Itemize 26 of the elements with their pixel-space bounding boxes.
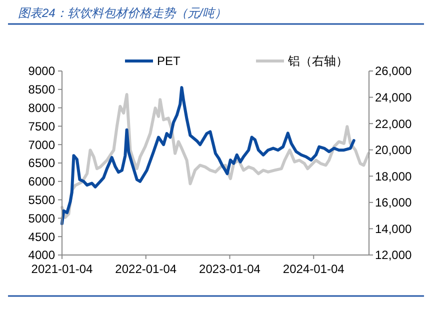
y2-tick-label: 18,000	[375, 169, 412, 184]
y2-tick-label: 26,000	[375, 64, 412, 78]
y2-tick-label: 14,000	[375, 222, 412, 236]
y-tick-label: 4000	[28, 248, 56, 262]
y-tick-label: 4500	[28, 230, 56, 244]
y-tick-label: 6000	[28, 174, 56, 189]
y2-tick-label: 22,000	[375, 116, 412, 131]
y-tick-label: 8000	[28, 101, 56, 115]
y2-tick-label: 20,000	[375, 143, 412, 158]
y-tick-label: 5000	[28, 211, 56, 226]
legend-label: 铝（右轴）	[287, 54, 348, 68]
y2-tick-label: 24,000	[375, 90, 412, 104]
y-tick-label: 6500	[28, 156, 56, 170]
y-tick-label: 7000	[28, 138, 56, 152]
legend-label: PET	[157, 54, 182, 68]
x-tick-label: 2021-01-04	[31, 262, 94, 276]
x-tick-label: 2024-01-04	[282, 262, 345, 276]
y-tick-label: 7500	[28, 119, 56, 134]
y2-tick-label: 16,000	[375, 196, 412, 210]
y-tick-label: 9000	[28, 64, 56, 78]
y2-tick-label: 12,000	[375, 248, 412, 262]
x-tick-label: 2023-01-04	[199, 262, 261, 276]
y-tick-label: 8500	[28, 82, 56, 97]
chart-title: 图表24：软饮料包材价格走势（元/吨）	[18, 6, 227, 20]
y-tick-label: 5500	[28, 193, 56, 207]
x-tick-label: 2022-01-04	[115, 262, 177, 276]
